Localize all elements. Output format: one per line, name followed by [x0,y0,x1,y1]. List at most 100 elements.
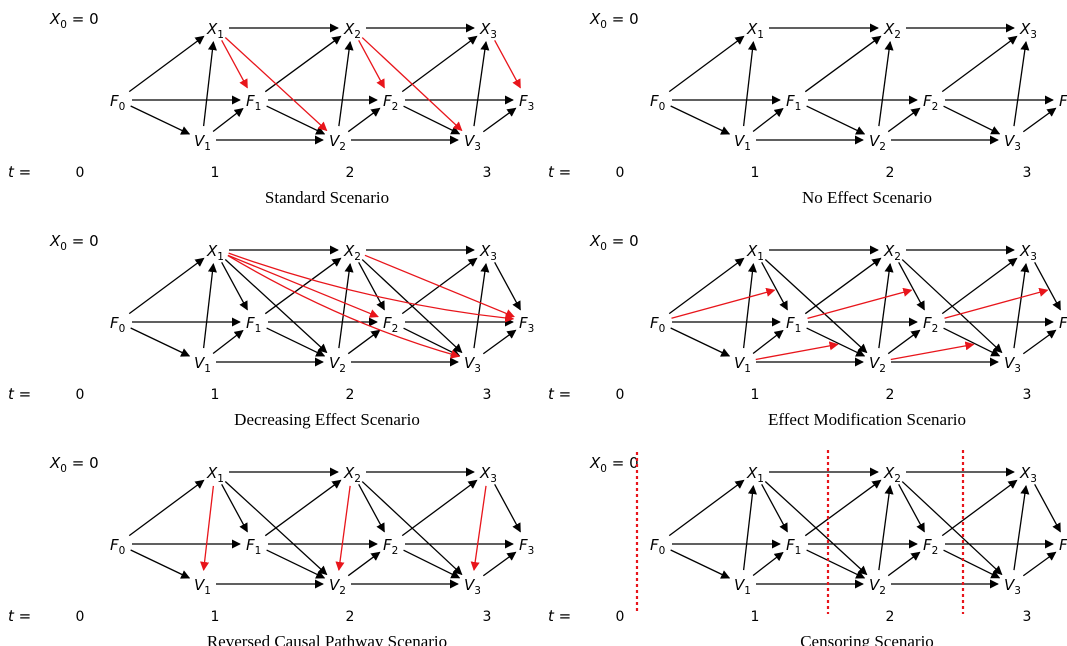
time-tick-1: 1 [751,165,760,181]
edge-V3-X3 [1013,40,1030,127]
node-V3: V3 [464,576,481,597]
node-X2: X2 [343,242,361,263]
node-F2: F2 [923,536,938,557]
t-label: t = [8,607,31,625]
edges [128,467,521,589]
node-X1: X1 [746,242,764,263]
node-X2: X2 [883,464,901,485]
edge-V3-F3 [482,329,517,355]
node-F3: F3 [519,92,534,113]
edge-V1-F1 [212,107,244,132]
node-V3: V3 [1004,576,1021,597]
node-F3: F3 [1059,536,1067,557]
edges [668,245,1061,367]
edge-X2-F2 [358,484,385,533]
panels-root: X0 = 0 X1 X2 X3 F0 F1 F2 F3 V1 V2 V3 t = 0 1 2 3 Standar… [8,10,1067,646]
edge-F2-X3 [401,479,478,537]
edge-F0-V1 [670,549,731,579]
panel-3: X0 = 0 X1 X2 X3 F0 F1 F2 F3 V1 V2 V3 t = 0 1 2 3 Effect … [548,232,1067,429]
node-X3: X3 [1019,20,1037,41]
time-tick-0: 0 [76,609,85,625]
edge-F0-X1 [128,479,205,537]
edge-V1-X1 [742,485,757,571]
panel-title: Decreasing Effect Scenario [234,410,420,429]
node-F0: F0 [110,92,125,113]
edge-F0-X1 [668,35,745,93]
edge-F2-V3 [943,105,1001,135]
x0-label: X0 = 0 [49,10,99,31]
edge-F0-X1 [128,35,205,93]
edge-V2-F2 [887,107,921,133]
edge-F0-X1 [668,479,745,537]
time-tick-0: 0 [616,609,625,625]
edge-V3-F3 [1022,329,1057,355]
edge-V2-F2 [887,329,921,355]
node-V1: V1 [194,132,211,153]
edge-F1-X2 [804,257,882,315]
edge-F0-V1 [130,327,191,357]
edge-F1-X2F2 [807,287,913,319]
node-V1: V1 [194,576,211,597]
x0-label: X0 = 0 [589,10,639,31]
x0-label: X0 = 0 [49,232,99,253]
edge-V2-F2 [347,107,381,133]
edge-V3-F3 [1022,107,1057,133]
node-X1: X1 [746,464,764,485]
edge-V3-X3 [1013,484,1030,571]
x0-label: X0 = 0 [589,232,639,253]
edge-X1-V3 [227,255,461,359]
edge-F2-X3 [941,257,1018,315]
node-X3: X3 [479,20,497,41]
time-tick-3: 3 [1023,609,1032,625]
edge-V1-F1V2 [755,341,839,361]
node-F3: F3 [519,536,534,557]
time-tick-2: 2 [886,387,895,403]
time-tick-0: 0 [76,165,85,181]
time-tick-1: 1 [751,387,760,403]
edge-X2-V2 [335,485,351,572]
edge-V3-F3 [482,107,517,133]
node-V2: V2 [869,354,886,375]
node-F3: F3 [1059,314,1067,335]
edges [668,23,1057,145]
node-X2: X2 [883,20,901,41]
t-label: t = [8,385,31,403]
node-V2: V2 [329,576,346,597]
edge-V1-X1 [742,263,757,349]
edge-X1-F1 [221,262,248,311]
edge-F2-X3F3 [944,287,1049,319]
edge-F0-X1F1 [671,287,776,319]
time-tick-2: 2 [346,609,355,625]
node-V2: V2 [869,132,886,153]
edge-X3-V3 [470,485,487,572]
time-tick-2: 2 [886,165,895,181]
edge-V2-F2 [887,551,921,577]
time-tick-3: 3 [483,387,492,403]
edge-V3-F3 [1022,551,1057,577]
node-V3: V3 [464,132,481,153]
edge-F2-V3 [403,549,461,579]
node-V1: V1 [734,576,751,597]
edge-X3-F3 [494,40,521,89]
edge-F2-X3 [401,35,478,93]
edge-V1-X1 [202,41,217,127]
node-F0: F0 [110,536,125,557]
panel-title: Effect Modification Scenario [768,410,966,429]
t-label: t = [548,607,571,625]
time-tick-0: 0 [76,387,85,403]
x0-label: X0 = 0 [589,454,639,475]
edge-F0-X1 [668,257,745,315]
panel-5: X0 = 0 X1 X2 X3 F0 F1 F2 F3 V1 V2 V3 t = 0 1 2 3 Censori… [548,450,1067,646]
edge-V2-F2 [347,329,381,355]
edge-V2-X2 [338,262,354,349]
panel-title: No Effect Scenario [802,188,932,207]
edge-V1-F1 [752,329,784,354]
panel-0: X0 = 0 X1 X2 X3 F0 F1 F2 F3 V1 V2 V3 t = 0 1 2 3 Standar… [8,10,534,207]
edge-X2-F2 [898,262,925,311]
edge-F2-X3 [941,479,1018,537]
edge-V1-F1 [752,107,784,132]
node-F0: F0 [650,314,665,335]
time-tick-0: 0 [616,387,625,403]
edge-X2-F3 [364,254,515,318]
